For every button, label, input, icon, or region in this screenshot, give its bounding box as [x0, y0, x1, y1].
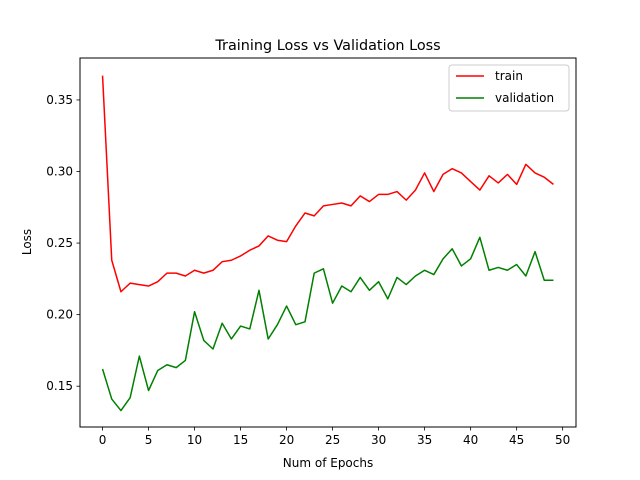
x-tick-label: 10 [187, 433, 202, 447]
x-tick-label: 15 [233, 433, 248, 447]
x-axis-label: Num of Epochs [283, 456, 373, 470]
x-tick-label: 25 [325, 433, 340, 447]
plot-lines [101, 75, 554, 412]
x-tick-label: 35 [417, 433, 432, 447]
legend-label-validation: validation [495, 91, 554, 105]
x-axis: 0 5 10 15 20 25 30 35 40 45 50 [99, 427, 570, 447]
y-tick-label: 0.30 [46, 165, 73, 179]
plot-frame [79, 57, 577, 428]
legend: train validation [448, 64, 570, 112]
y-tick-label: 0.35 [46, 93, 73, 107]
x-tick-label: 0 [99, 433, 107, 447]
x-tick-label: 5 [145, 433, 153, 447]
x-tick-label: 50 [555, 433, 570, 447]
chart-title: Training Loss vs Validation Loss [214, 38, 440, 54]
y-tick-label: 0.25 [46, 236, 73, 250]
y-tick-label: 0.20 [46, 308, 73, 322]
series-line-validation [101, 236, 554, 412]
x-tick-label: 20 [279, 433, 294, 447]
x-tick-label: 45 [509, 433, 524, 447]
y-axis: 0.15 0.20 0.25 0.30 0.35 [46, 93, 80, 393]
x-tick-label: 40 [463, 433, 478, 447]
y-axis-label: Loss [20, 229, 34, 255]
y-tick-label: 0.15 [46, 379, 73, 393]
series-line-train [101, 75, 554, 293]
x-tick-label: 30 [371, 433, 386, 447]
legend-label-train: train [495, 69, 523, 83]
